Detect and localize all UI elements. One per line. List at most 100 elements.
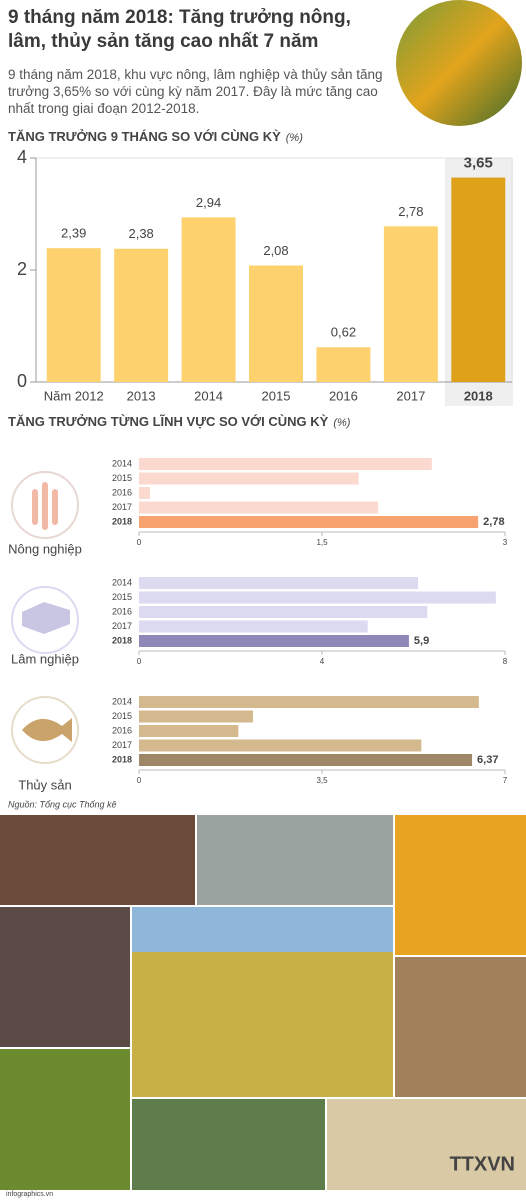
- icon-circle: [11, 696, 79, 764]
- y-tick-label: 2017: [112, 621, 132, 631]
- value-label: 2,08: [263, 243, 288, 258]
- icon-circle: [11, 471, 79, 539]
- title: 9 tháng năm 2018: Tăng trưởng nông, lâm,…: [8, 7, 351, 52]
- bar: [139, 516, 479, 528]
- sector-name: Lâm nghiệp: [11, 651, 79, 666]
- photo: [0, 1049, 130, 1190]
- y-tick-label: 2018: [112, 754, 132, 764]
- bar: [139, 754, 473, 766]
- bar: [181, 217, 236, 382]
- sector-name: Nông nghiệp: [8, 541, 82, 556]
- y-tick-label: 2014: [112, 458, 132, 468]
- y-tick-label: 2015: [112, 473, 132, 483]
- section-unit: (%): [286, 132, 303, 144]
- x-tick-label: 2017: [396, 388, 425, 403]
- photo: [132, 1099, 325, 1190]
- icon-wheat: [32, 482, 58, 530]
- x-tick-label: 2016: [329, 388, 358, 403]
- bar: [139, 696, 479, 708]
- icon-fish: [22, 718, 72, 742]
- y-tick-label: 2015: [112, 711, 132, 721]
- section-title: TĂNG TRƯỞNG TỪNG LĨNH VỰC SO VỚI CÙNG KỲ…: [8, 414, 351, 429]
- icon-circle: [11, 586, 79, 654]
- value-label: 2,78: [398, 204, 423, 219]
- bar: [139, 710, 253, 723]
- bar: [139, 472, 359, 485]
- x-tick-label: 0: [137, 776, 142, 785]
- icons: [11, 471, 79, 764]
- x-tick-label: 8: [503, 657, 508, 666]
- sector-name: Thủy sản: [18, 777, 71, 792]
- y-tick-label: 2016: [112, 606, 132, 616]
- value-label: 2,78: [483, 516, 504, 528]
- photo: [197, 815, 393, 905]
- value-label: 5,9: [414, 635, 429, 647]
- bar: [139, 501, 379, 514]
- x-tick-label: 1,5: [316, 538, 328, 547]
- x-tick-label: 0: [137, 657, 142, 666]
- x-tick-label: 7: [503, 776, 508, 785]
- section-title-text: TĂNG TRƯỞNG 9 THÁNG SO VỚI CÙNG KỲ: [8, 129, 281, 144]
- x-tick-label: 2018: [464, 388, 493, 403]
- bar: [139, 606, 428, 618]
- x-tick-label: 2013: [127, 388, 156, 403]
- logo: TTXVN: [449, 1153, 515, 1175]
- photo-collage: [0, 815, 526, 1190]
- y-tick-label: 2018: [112, 635, 132, 645]
- value-label: 2,38: [128, 226, 153, 241]
- x-tick-label: 2015: [262, 388, 291, 403]
- description: 9 tháng năm 2018, khu vực nông, lâm nghi…: [8, 67, 383, 116]
- photo-sky: [132, 907, 393, 952]
- bar: [139, 725, 239, 737]
- x-tick-label: 3,5: [316, 776, 328, 785]
- y-tick-label: 0: [17, 371, 27, 391]
- value-label: 6,37: [477, 754, 498, 766]
- y-tick-label: 2016: [112, 487, 132, 497]
- y-tick-label: 4: [17, 147, 27, 167]
- section-title-text: TĂNG TRƯỞNG TỪNG LĨNH VỰC SO VỚI CÙNG KỲ: [8, 414, 329, 429]
- x-tick-label: 3: [503, 538, 508, 547]
- bar: [46, 248, 101, 382]
- bar: [249, 265, 303, 382]
- photo: [395, 815, 526, 955]
- bar: [316, 347, 371, 382]
- y-tick-label: 2018: [112, 516, 132, 526]
- photo: [0, 815, 195, 905]
- bar: [139, 620, 368, 633]
- credit: infographics.vn: [6, 1191, 53, 1198]
- bar: [383, 226, 438, 382]
- bar: [139, 458, 432, 470]
- x-tick-label: 2014: [194, 388, 223, 403]
- y-tick-label: 2015: [112, 592, 132, 602]
- bar: [139, 577, 419, 589]
- y-tick-label: 2016: [112, 725, 132, 735]
- y-tick-label: 2: [17, 259, 27, 279]
- y-tick-label: 2014: [112, 696, 132, 706]
- x-tick-label: 0: [137, 538, 142, 547]
- icon-pallet: [22, 602, 70, 634]
- photo: [0, 907, 130, 1047]
- bar: [139, 591, 496, 604]
- x-tick-label: 4: [320, 657, 325, 666]
- value-label: 3,65: [464, 155, 493, 172]
- y-tick-label: 2014: [112, 577, 132, 587]
- y-tick-label: 2017: [112, 502, 132, 512]
- photo: [327, 1099, 526, 1190]
- value-label: 2,94: [196, 195, 221, 210]
- value-label: 2,39: [61, 226, 86, 241]
- section-title: TĂNG TRƯỞNG 9 THÁNG SO VỚI CÙNG KỲ (%): [8, 129, 303, 144]
- bar: [451, 177, 506, 382]
- value-label: 0,62: [331, 325, 356, 340]
- bar: [139, 739, 422, 752]
- section-unit: (%): [333, 417, 350, 429]
- bar: [139, 487, 150, 499]
- bar: [114, 248, 169, 382]
- bar: [139, 635, 409, 647]
- source: Nguồn: Tổng cục Thống kê: [8, 799, 117, 809]
- photo: [395, 957, 526, 1097]
- header-photo: [396, 0, 522, 126]
- y-tick-label: 2017: [112, 740, 132, 750]
- x-tick-label: Năm 2012: [44, 388, 104, 403]
